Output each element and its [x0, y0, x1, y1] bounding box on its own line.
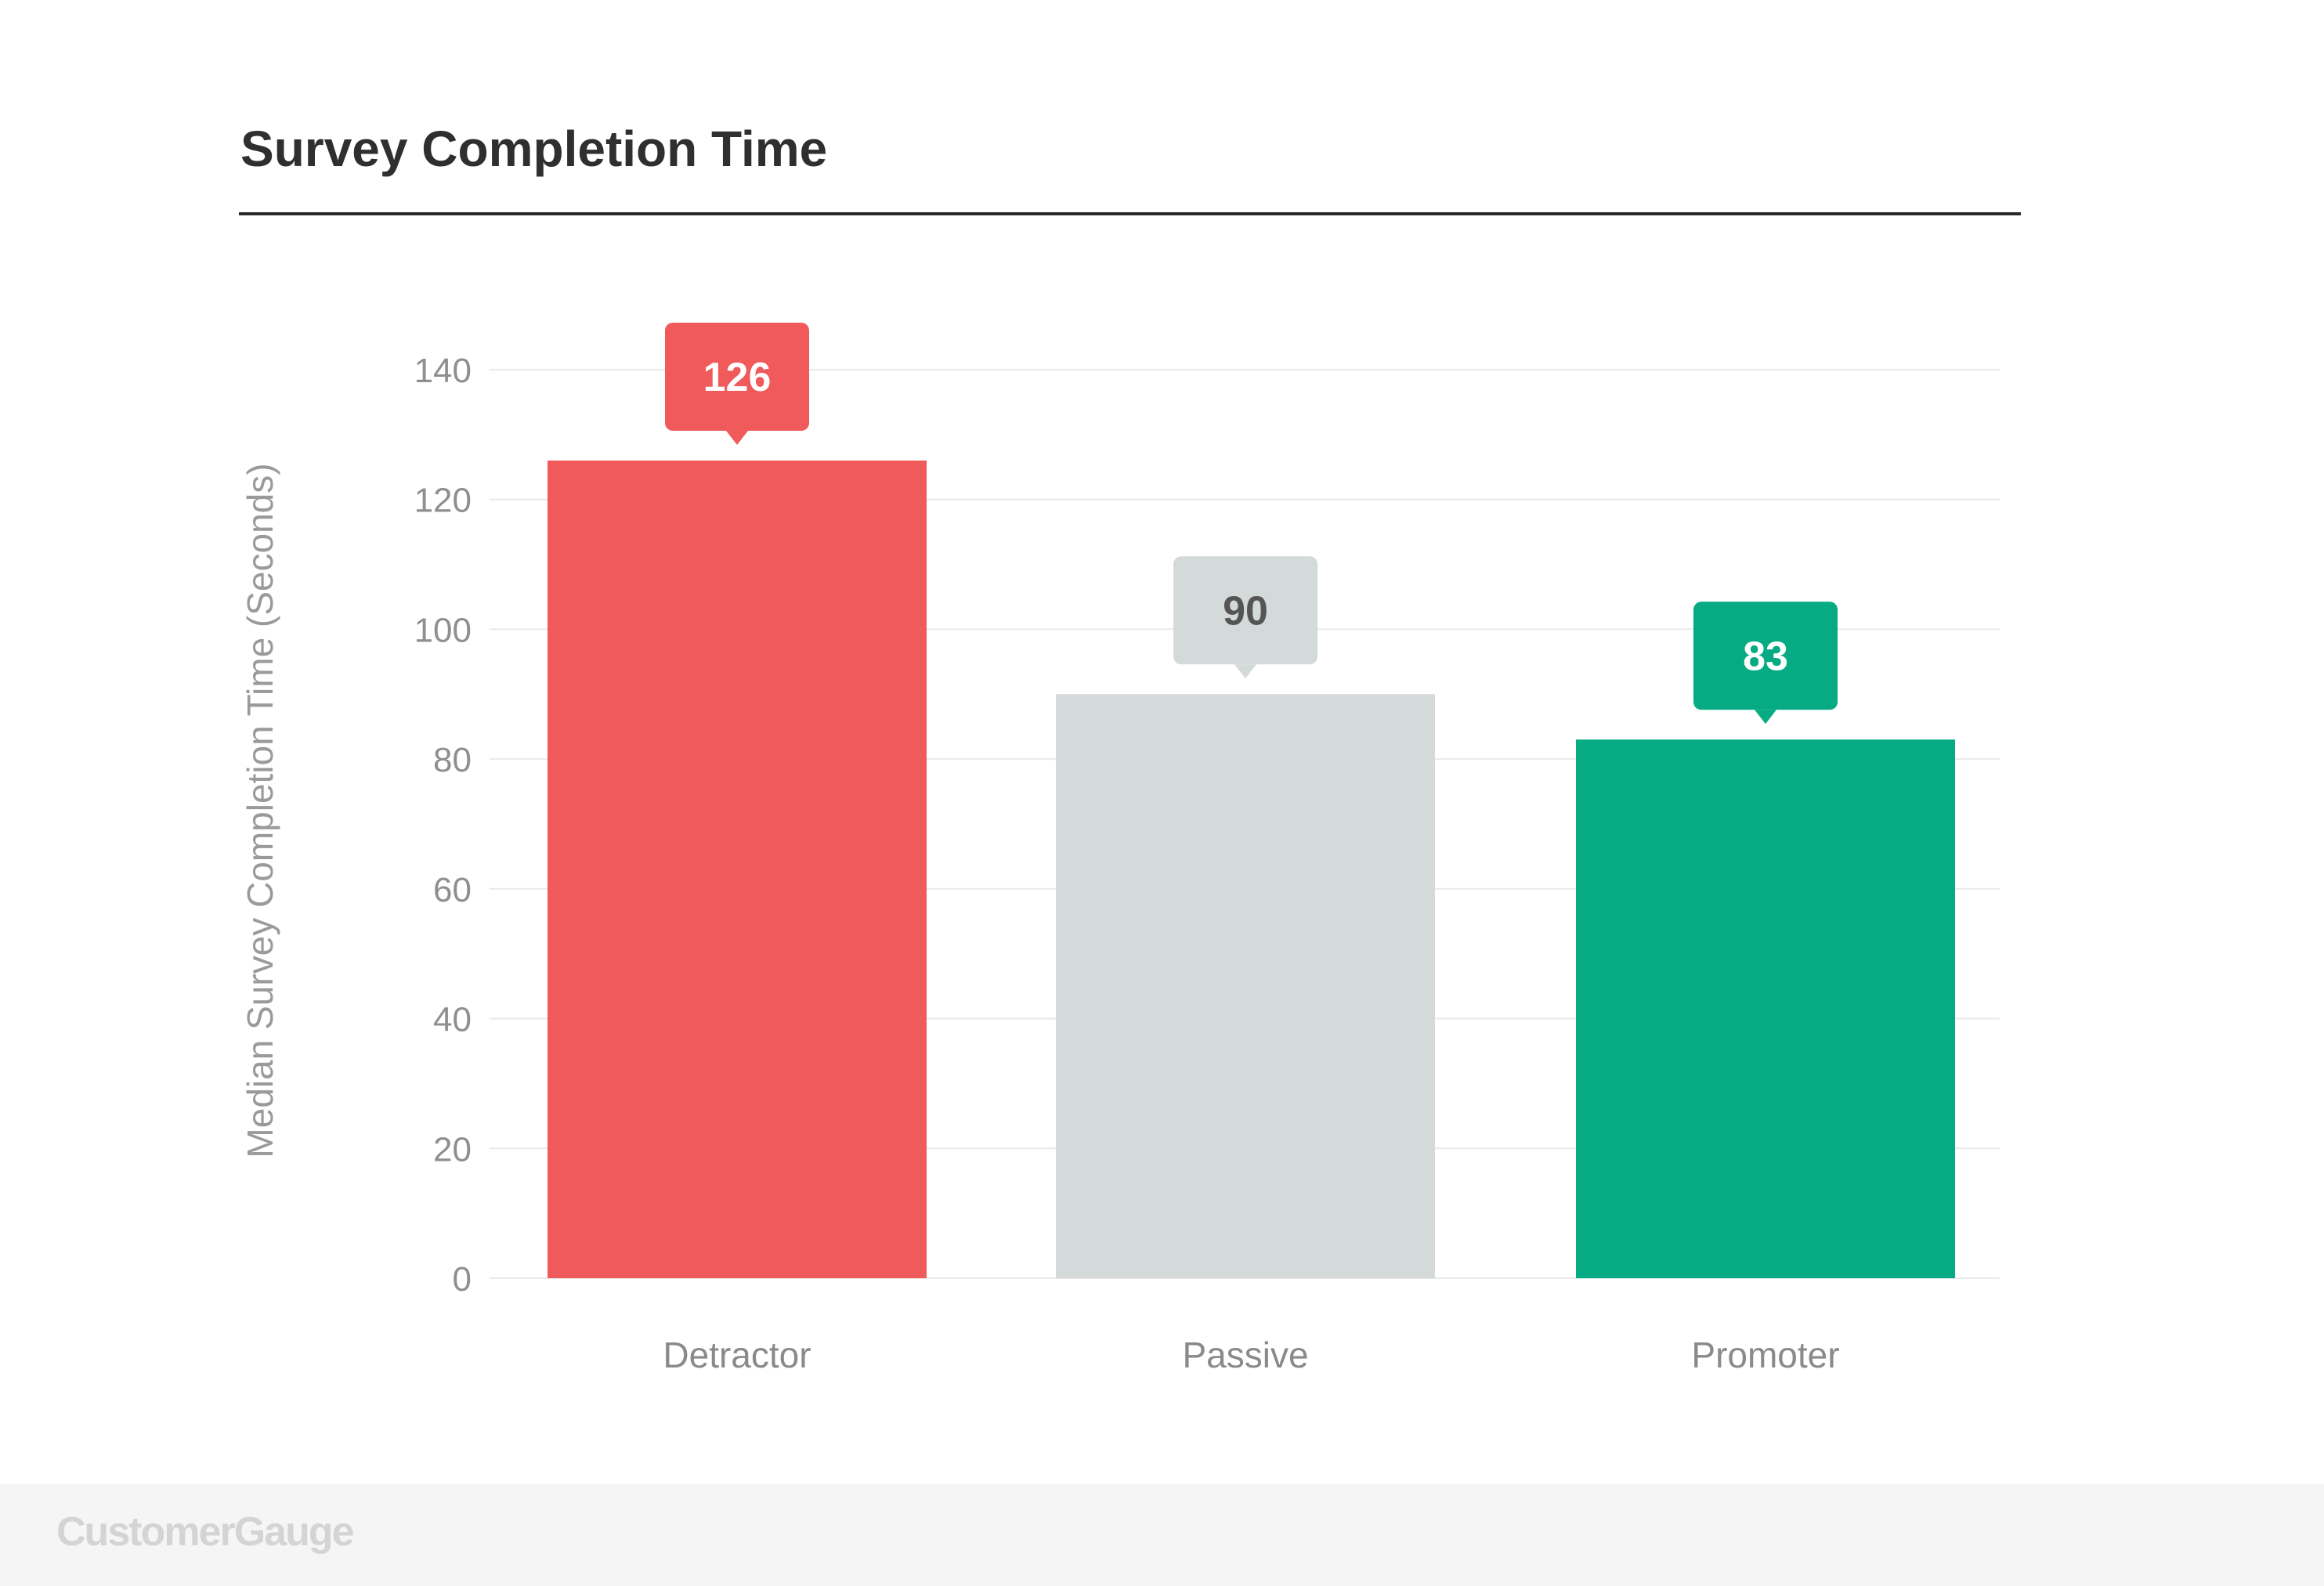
bar-detractor	[548, 461, 927, 1278]
y-tick-label: 40	[433, 1001, 472, 1039]
y-tick-label: 120	[414, 482, 472, 520]
data-label-pointer	[1755, 710, 1776, 724]
data-label-box	[665, 323, 809, 431]
y-tick-label: 140	[414, 352, 472, 390]
x-category-label: Passive	[1182, 1335, 1308, 1375]
y-tick-label: 100	[414, 611, 472, 649]
y-tick-label: 20	[433, 1130, 472, 1169]
y-axis-ticks: 0 20 40 60 80 100 120 140	[414, 352, 472, 1299]
footer-bar	[0, 1484, 2324, 1586]
y-axis-title: Median Survey Completion Time (Seconds)	[240, 463, 280, 1158]
bars	[548, 461, 1955, 1278]
data-label: 90	[1223, 588, 1268, 634]
data-label: 126	[703, 355, 772, 400]
bar-promoter	[1576, 739, 1955, 1278]
y-tick-label: 80	[433, 741, 472, 779]
x-category-label: Detractor	[663, 1335, 811, 1375]
x-axis-categories: Detractor Passive Promoter	[663, 1335, 1839, 1375]
data-label-box	[1693, 602, 1838, 710]
data-label-box	[1173, 556, 1317, 665]
bar-passive	[1056, 694, 1435, 1278]
data-label-pointer	[1234, 664, 1256, 679]
data-labels: 126 90 83	[665, 323, 1838, 724]
footer-brand-logo: CustomerGauge	[56, 1509, 354, 1555]
data-label-pointer	[726, 431, 748, 445]
chart-title: Survey Completion Time	[240, 121, 827, 177]
x-category-label: Promoter	[1691, 1335, 1839, 1375]
y-tick-label: 60	[433, 871, 472, 909]
data-label: 83	[1743, 634, 1788, 679]
y-tick-label: 0	[453, 1260, 472, 1299]
